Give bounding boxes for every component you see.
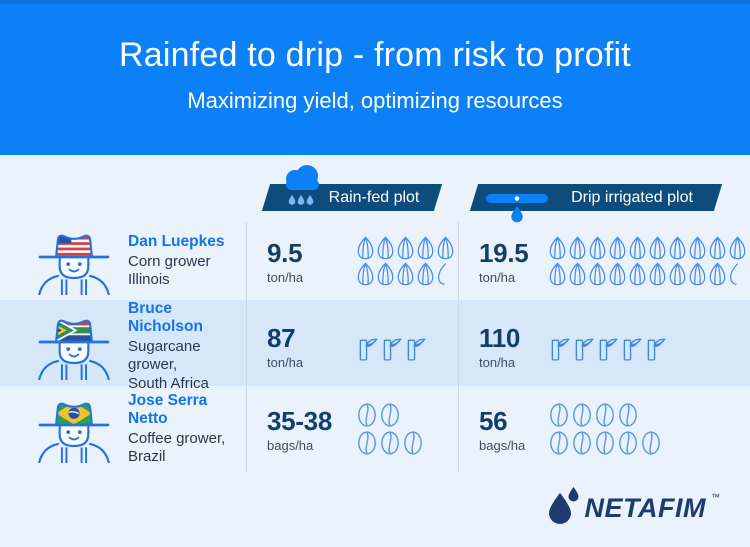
netafim-wordmark: NETAFIM (584, 493, 706, 523)
yield-unit: ton/ha (479, 354, 516, 370)
farmer-role: Sugarcane grower, (128, 338, 201, 374)
yield-value: 9.5 (267, 237, 303, 268)
drip-line-icon (484, 191, 554, 233)
water-drop-icon (547, 486, 580, 531)
drip-cell: 56 bags/ha (458, 386, 750, 472)
yield-stat: 19.5 ton/ha (479, 238, 543, 285)
comparison-table: Dan Luepkes Corn grower Illinois 9.5 ton… (0, 222, 750, 472)
corn-pictogram (549, 236, 746, 286)
farmer-name: Bruce Nicholson (128, 300, 203, 335)
drip-cell: 19.5 ton/ha (458, 222, 750, 300)
farmer-role: Corn grower (128, 252, 211, 270)
farmer-info: Bruce Nicholson Sugarcane grower, South … (128, 300, 246, 393)
yield-value: 56 (479, 405, 508, 436)
farmer-icon (30, 227, 118, 295)
yield-stat: 9.5 ton/ha (267, 238, 351, 285)
column-header-rainfed: Rain-fed plot (266, 165, 438, 211)
drip-cell: 110 ton/ha (458, 300, 750, 393)
farmer-row: Bruce Nicholson Sugarcane grower, South … (0, 300, 750, 393)
yield-unit: bags/ha (479, 437, 526, 453)
rainfed-cell: 35-38 bags/ha (246, 386, 458, 472)
farmer-role: Coffee grower, (128, 429, 226, 447)
farmer-location: Illinois (128, 271, 170, 288)
farmer-info: Dan Luepkes Corn grower Illinois (128, 233, 224, 290)
yield-value: 110 (479, 322, 521, 353)
column-label-rainfed: Rain-fed plot (328, 188, 420, 206)
yield-value: 19.5 (479, 237, 529, 268)
farmer-cell: Dan Luepkes Corn grower Illinois (0, 222, 246, 300)
trademark-symbol: ™ (711, 491, 720, 502)
rainfed-cell: 87 ton/ha (246, 300, 458, 393)
farmer-info: Jose Serra Netto Coffee grower, Brazil (128, 392, 246, 467)
yield-unit: ton/ha (479, 269, 516, 285)
yield-unit: ton/ha (267, 354, 304, 370)
yield-value: 87 (267, 322, 296, 353)
netafim-logo: NETAFIM ™ (547, 486, 720, 531)
column-header-drip: Drip irrigated plot (474, 184, 718, 223)
rainfed-cell: 9.5 ton/ha (246, 222, 458, 300)
corn-pictogram (357, 236, 454, 286)
farmer-icon (30, 312, 118, 381)
farmer-row: Jose Serra Netto Coffee grower, Brazil 3… (0, 386, 750, 472)
farmer-icon (30, 395, 118, 463)
page-title: Rainfed to drip - from risk to profit (119, 36, 631, 74)
sugarcane-pictogram (357, 332, 426, 361)
farmer-name: Dan Luepkes (128, 232, 225, 250)
coffee-bean-pictogram (549, 402, 661, 456)
yield-stat: 87 ton/ha (267, 323, 351, 370)
farmer-name: Jose Serra Netto (128, 391, 208, 427)
farmer-location: South Africa (128, 374, 209, 392)
farmer-cell: Bruce Nicholson Sugarcane grower, South … (0, 300, 246, 393)
yield-unit: bags/ha (267, 437, 314, 453)
yield-stat: 56 bags/ha (479, 406, 543, 453)
header: Rainfed to drip - from risk to profit Ma… (0, 0, 750, 155)
sugarcane-pictogram (549, 332, 666, 361)
water-drop-icon (511, 206, 523, 223)
yield-stat: 35-38 bags/ha (267, 406, 351, 453)
rain-cloud-icon (278, 162, 326, 212)
page-subtitle: Maximizing yield, optimizing resources (187, 88, 563, 113)
yield-value: 35-38 (267, 405, 332, 436)
yield-stat: 110 ton/ha (479, 323, 543, 370)
column-label-drip: Drip irrigated plot (571, 188, 693, 206)
yield-unit: ton/ha (267, 269, 304, 285)
farmer-cell: Jose Serra Netto Coffee grower, Brazil (0, 386, 246, 472)
farmer-location: Brazil (128, 448, 166, 465)
farmer-row: Dan Luepkes Corn grower Illinois 9.5 ton… (0, 222, 750, 300)
coffee-bean-pictogram (357, 402, 423, 456)
